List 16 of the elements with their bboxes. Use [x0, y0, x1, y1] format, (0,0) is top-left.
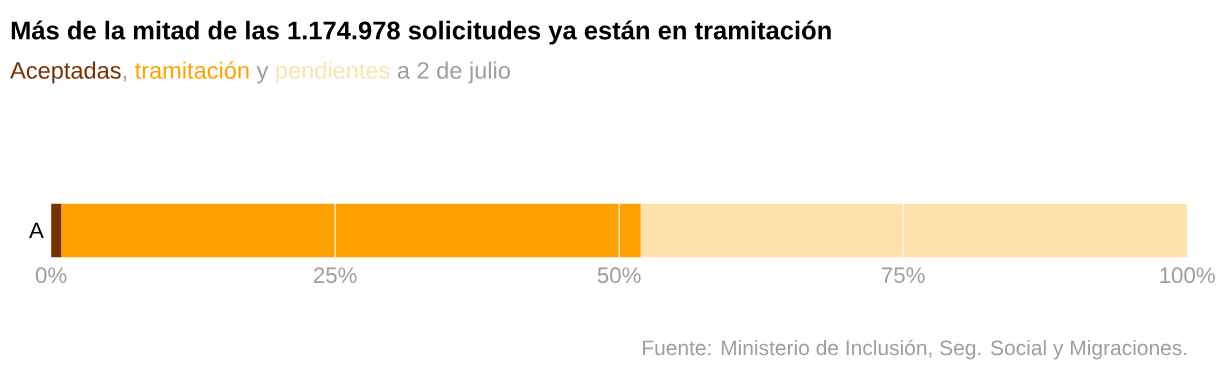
x-tick-label: 0%: [35, 267, 67, 283]
text: y: [256, 65, 269, 84]
bar: [61, 203, 641, 258]
x-tick-label: 50%: [597, 267, 641, 283]
source-note: Fuente: Ministerio de Inclusión, Seg. Social y Migraciones.: [643, 339, 1187, 360]
text: tramitación: [135, 61, 249, 79]
chart-subtitle: a 2 de julio: [397, 61, 510, 84]
text: ,: [123, 75, 126, 82]
x-tick-label: 100%: [1160, 267, 1215, 283]
text: Aceptadas: [10, 61, 121, 84]
x-tick-label: 75%: [882, 267, 925, 283]
y-tick-label: A: [29, 222, 44, 238]
bar: [640, 203, 1188, 258]
chart-title: Más de la mitad de las 1.174.978 solicitudes ya están en tramitación: [11, 20, 831, 45]
x-tick-label: 25%: [313, 267, 357, 283]
text: pendientes: [276, 61, 390, 84]
